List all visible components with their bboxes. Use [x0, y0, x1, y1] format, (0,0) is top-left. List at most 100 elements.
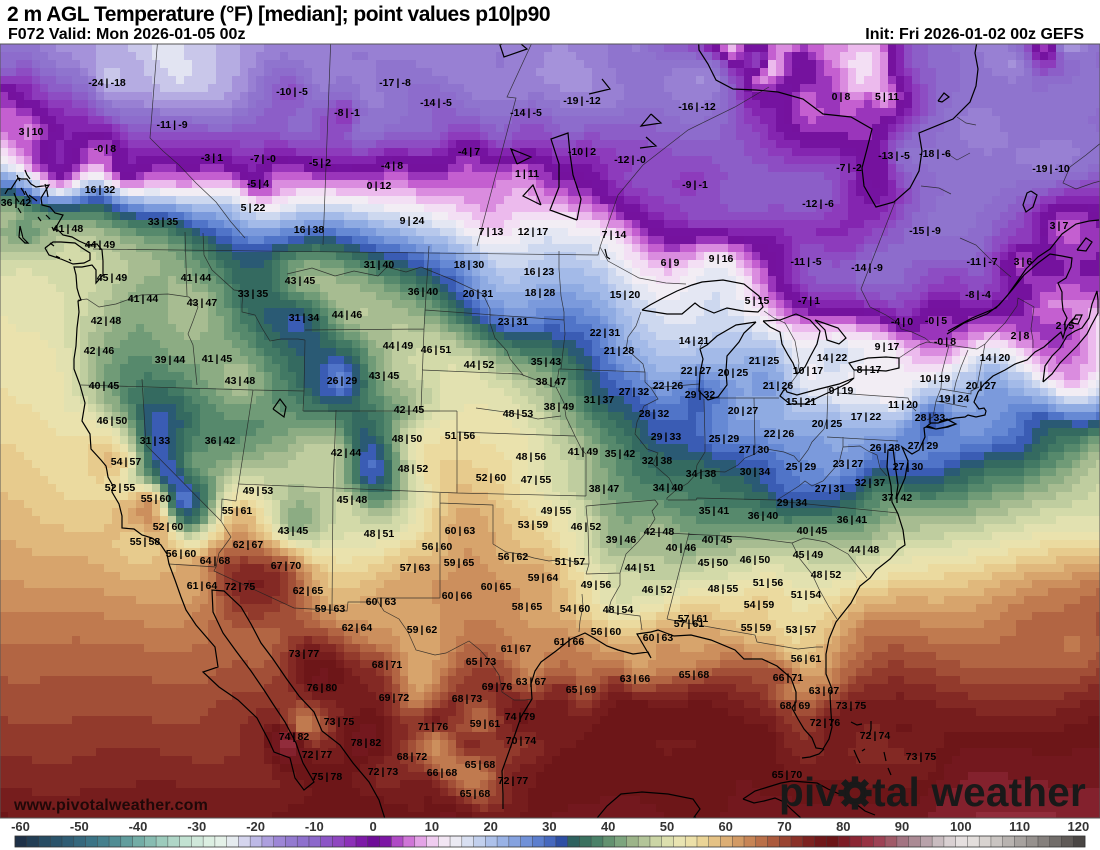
svg-text:60 | 63: 60 | 63	[445, 525, 476, 537]
svg-text:65 | 68: 65 | 68	[465, 759, 496, 771]
svg-text:75 | 78: 75 | 78	[312, 771, 343, 783]
svg-text:-10 | 2: -10 | 2	[568, 146, 596, 158]
svg-text:58 | 65: 58 | 65	[512, 601, 543, 613]
svg-text:56 | 60: 56 | 60	[422, 541, 453, 553]
svg-text:19 | 24: 19 | 24	[939, 393, 970, 405]
svg-text:-19 | -12: -19 | -12	[563, 95, 601, 107]
svg-text:42 | 45: 42 | 45	[394, 404, 425, 416]
svg-text:51 | 56: 51 | 56	[445, 430, 476, 442]
svg-text:65 | 69: 65 | 69	[566, 684, 597, 696]
svg-text:54 | 59: 54 | 59	[744, 599, 775, 611]
svg-text:29 | 32: 29 | 32	[685, 389, 716, 401]
svg-text:36 | 40: 36 | 40	[748, 510, 779, 522]
svg-text:12 | 17: 12 | 17	[518, 226, 549, 238]
svg-text:48 | 56: 48 | 56	[516, 451, 547, 463]
svg-text:46 | 50: 46 | 50	[740, 554, 771, 566]
svg-text:55 | 58: 55 | 58	[130, 536, 161, 548]
svg-text:72 | 75: 72 | 75	[225, 581, 256, 593]
svg-text:36 | 40: 36 | 40	[408, 286, 439, 298]
svg-text:-11 | -9: -11 | -9	[156, 119, 187, 131]
svg-text:9 | 16: 9 | 16	[709, 253, 734, 265]
svg-text:60 | 65: 60 | 65	[481, 581, 512, 593]
svg-text:64 | 68: 64 | 68	[200, 555, 231, 567]
svg-text:-24 | -18: -24 | -18	[88, 77, 126, 89]
svg-text:15 | 20: 15 | 20	[610, 289, 641, 301]
svg-text:26 | 29: 26 | 29	[327, 375, 358, 387]
svg-text:47 | 55: 47 | 55	[521, 474, 552, 486]
svg-text:54 | 57: 54 | 57	[111, 456, 142, 468]
svg-text:18 | 30: 18 | 30	[454, 259, 485, 271]
svg-text:-4 | 8: -4 | 8	[381, 160, 403, 172]
svg-text:-15 | -9: -15 | -9	[909, 225, 941, 237]
svg-text:44 | 46: 44 | 46	[332, 309, 363, 321]
svg-text:-50: -50	[70, 819, 89, 834]
svg-text:-19 | -10: -19 | -10	[1032, 163, 1070, 175]
svg-text:48 | 52: 48 | 52	[811, 569, 842, 581]
svg-text:-10: -10	[305, 819, 324, 834]
svg-text:43 | 45: 43 | 45	[285, 275, 316, 287]
svg-text:11 | 20: 11 | 20	[888, 399, 918, 411]
svg-text:27 | 29: 27 | 29	[908, 440, 939, 452]
svg-text:31 | 40: 31 | 40	[364, 259, 395, 271]
svg-text:-14 | -5: -14 | -5	[420, 97, 452, 109]
svg-text:9 | 24: 9 | 24	[400, 215, 425, 227]
svg-text:-12 | -0: -12 | -0	[614, 154, 646, 166]
svg-text:74 | 82: 74 | 82	[279, 731, 310, 743]
svg-text:-11 | -5: -11 | -5	[790, 256, 821, 268]
svg-text:16 | 38: 16 | 38	[294, 224, 325, 236]
svg-text:68 | 69: 68 | 69	[780, 700, 811, 712]
svg-text:-30: -30	[187, 819, 206, 834]
svg-text:31 | 33: 31 | 33	[140, 435, 171, 447]
svg-text:27 | 32: 27 | 32	[619, 386, 650, 398]
svg-text:2 | 5: 2 | 5	[1056, 320, 1075, 332]
svg-text:20 | 27: 20 | 27	[966, 380, 997, 392]
svg-text:70 | 74: 70 | 74	[506, 735, 537, 747]
svg-text:-17 | -8: -17 | -8	[379, 77, 411, 89]
svg-text:61 | 66: 61 | 66	[554, 636, 585, 648]
svg-text:42 | 48: 42 | 48	[91, 315, 122, 327]
svg-text:42 | 44: 42 | 44	[331, 447, 362, 459]
svg-text:0 | 8: 0 | 8	[832, 91, 851, 103]
svg-text:73 | 75: 73 | 75	[906, 751, 937, 763]
svg-text:35 | 42: 35 | 42	[605, 448, 636, 460]
svg-text:31 | 37: 31 | 37	[584, 394, 615, 406]
svg-text:20 | 31: 20 | 31	[463, 288, 494, 300]
svg-text:40 | 45: 40 | 45	[797, 525, 828, 537]
svg-text:2 | 8: 2 | 8	[1011, 330, 1030, 342]
svg-text:57 | 63: 57 | 63	[400, 562, 431, 574]
svg-text:32 | 37: 32 | 37	[855, 477, 886, 489]
svg-text:33 | 35: 33 | 35	[238, 288, 269, 300]
svg-text:21 | 26: 21 | 26	[763, 380, 794, 392]
svg-text:65 | 68: 65 | 68	[679, 669, 710, 681]
svg-text:10 | 17: 10 | 17	[793, 365, 824, 377]
svg-text:48 | 50: 48 | 50	[392, 433, 423, 445]
svg-text:56 | 61: 56 | 61	[791, 653, 822, 665]
svg-text:-16 | -12: -16 | -12	[678, 101, 716, 113]
svg-text:110: 110	[1009, 819, 1030, 834]
svg-text:14 | 21: 14 | 21	[679, 335, 710, 347]
svg-text:40 | 46: 40 | 46	[666, 542, 697, 554]
svg-text:-8 | -1: -8 | -1	[334, 107, 360, 119]
svg-text:61 | 64: 61 | 64	[187, 580, 218, 592]
svg-text:60 | 63: 60 | 63	[366, 596, 397, 608]
svg-text:66 | 68: 66 | 68	[427, 767, 458, 779]
svg-text:30 | 34: 30 | 34	[740, 466, 771, 478]
svg-text:43 | 45: 43 | 45	[278, 525, 309, 537]
svg-text:59 | 61: 59 | 61	[470, 718, 501, 730]
svg-text:44 | 48: 44 | 48	[849, 544, 880, 556]
svg-text:9 | 17: 9 | 17	[875, 341, 900, 353]
svg-text:62 | 65: 62 | 65	[293, 585, 324, 597]
svg-text:30: 30	[542, 819, 556, 834]
svg-text:-14 | -9: -14 | -9	[851, 262, 883, 274]
svg-text:-3 | 1: -3 | 1	[201, 152, 223, 164]
svg-text:17 | 22: 17 | 22	[851, 411, 882, 423]
svg-text:49 | 55: 49 | 55	[541, 505, 572, 517]
svg-text:-4 | 7: -4 | 7	[458, 146, 480, 158]
svg-text:56 | 60: 56 | 60	[591, 626, 622, 638]
svg-text:50: 50	[660, 819, 674, 834]
svg-text:26 | 28: 26 | 28	[870, 442, 901, 454]
svg-text:55 | 59: 55 | 59	[741, 622, 772, 634]
svg-text:45 | 49: 45 | 49	[793, 549, 824, 561]
svg-text:60 | 63: 60 | 63	[643, 632, 674, 644]
svg-text:21 | 25: 21 | 25	[749, 355, 780, 367]
